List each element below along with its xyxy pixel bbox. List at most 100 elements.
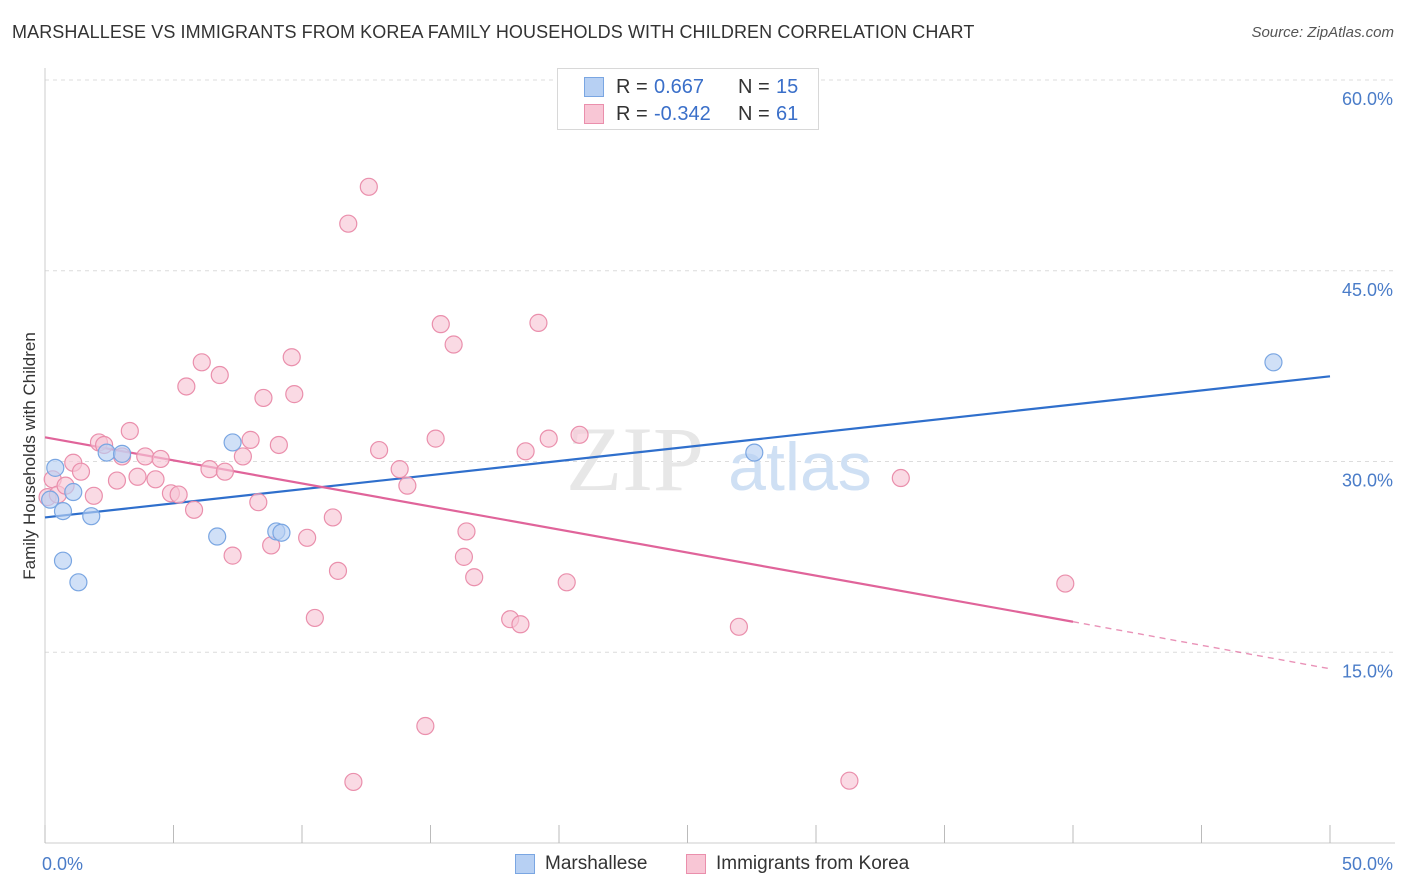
point-korea xyxy=(840,771,859,790)
legend-row-korea: R = -0.342 N = 61 xyxy=(584,101,798,127)
r-value: -0.342 xyxy=(654,102,711,125)
point-marshallese xyxy=(97,443,116,462)
point-korea xyxy=(444,335,463,354)
point-korea xyxy=(249,493,268,512)
point-korea xyxy=(465,568,484,587)
y-tick-label: 30.0% xyxy=(1342,471,1393,491)
watermark: ZIP atlas xyxy=(566,408,872,510)
point-korea xyxy=(426,429,445,448)
point-korea xyxy=(398,476,417,495)
y-tick-label: 15.0% xyxy=(1342,661,1393,681)
n-value: 15 xyxy=(776,75,799,98)
chart-title: MARSHALLESE VS IMMIGRANTS FROM KOREA FAM… xyxy=(12,22,975,42)
point-korea xyxy=(192,353,211,372)
point-korea xyxy=(516,442,535,461)
point-korea xyxy=(328,561,348,580)
point-korea xyxy=(84,486,103,505)
point-korea xyxy=(151,449,170,469)
point-korea xyxy=(891,468,910,488)
point-korea xyxy=(539,429,558,448)
y-tick-label: 45.0% xyxy=(1342,280,1393,300)
point-marshallese xyxy=(64,482,83,502)
point-korea xyxy=(570,425,589,444)
legend-item-marshallese: Marshallese xyxy=(515,852,647,876)
legend-row-marshallese: R = 0.667 N = 15 xyxy=(584,74,798,100)
point-marshallese xyxy=(745,443,764,462)
point-marshallese xyxy=(41,490,60,509)
point-korea xyxy=(305,608,324,628)
point-korea xyxy=(107,471,127,490)
n-value: 61 xyxy=(776,102,799,125)
point-marshallese xyxy=(112,444,132,463)
point-korea xyxy=(269,435,288,455)
point-marshallese xyxy=(53,501,73,521)
point-korea xyxy=(529,313,548,332)
point-korea xyxy=(254,388,273,408)
legend-swatch-pink xyxy=(584,104,604,124)
point-korea xyxy=(282,348,301,367)
point-korea xyxy=(1056,574,1075,593)
point-korea xyxy=(200,460,219,479)
n-label: N = xyxy=(738,102,770,125)
point-korea xyxy=(215,462,234,481)
legend-swatch-blue xyxy=(584,77,604,97)
r-label: R = xyxy=(616,102,648,125)
point-korea xyxy=(128,467,147,486)
point-korea xyxy=(120,421,139,441)
correlation-legend: R = 0.667 N = 15 R = -0.342 N = 61 xyxy=(557,68,819,130)
point-marshallese xyxy=(53,551,73,570)
x-tick-label: 50.0% xyxy=(1342,854,1393,874)
point-korea xyxy=(223,546,242,565)
x-tick-label: 0.0% xyxy=(42,854,83,874)
tick-labels: 15.0% 30.0% 45.0% 60.0% 0.0% 50.0% xyxy=(42,89,1393,874)
point-korea xyxy=(177,377,196,396)
source-label: Source: ZipAtlas.com xyxy=(1251,24,1394,41)
grid-lines xyxy=(45,79,1395,653)
legend-swatch-blue xyxy=(515,854,535,874)
point-korea xyxy=(370,440,389,460)
point-korea xyxy=(729,617,749,636)
point-marshallese xyxy=(1264,353,1283,372)
legend-swatch-pink xyxy=(686,854,706,874)
data-points xyxy=(38,177,1283,792)
point-korea xyxy=(457,522,476,541)
point-korea xyxy=(359,177,378,196)
legend-label: Marshallese xyxy=(545,853,648,874)
point-korea xyxy=(416,716,435,736)
watermark-atlas: atlas xyxy=(728,429,872,505)
point-marshallese xyxy=(69,573,88,592)
point-korea xyxy=(557,573,576,592)
watermark-zip: ZIP xyxy=(566,408,704,510)
legend-label: Immigrants from Korea xyxy=(716,853,910,874)
point-korea xyxy=(71,462,91,481)
point-marshallese xyxy=(82,507,101,526)
r-value: 0.667 xyxy=(654,75,705,98)
point-korea xyxy=(431,315,450,334)
point-korea xyxy=(146,470,165,489)
point-korea xyxy=(285,385,304,404)
legend-item-korea: Immigrants from Korea xyxy=(686,852,909,876)
point-korea xyxy=(233,447,252,466)
n-label: N = xyxy=(738,75,770,98)
point-korea xyxy=(298,528,317,547)
point-marshallese xyxy=(272,523,291,542)
trendline-korea-extension xyxy=(1072,621,1331,670)
y-tick-label: 60.0% xyxy=(1342,89,1393,109)
trendline-korea xyxy=(44,436,1074,623)
point-korea xyxy=(454,547,474,566)
point-korea xyxy=(323,508,342,527)
point-marshallese xyxy=(223,433,242,452)
r-label: R = xyxy=(616,75,648,98)
point-korea xyxy=(339,214,358,233)
point-korea xyxy=(241,430,260,449)
point-marshallese xyxy=(208,527,227,546)
point-korea xyxy=(210,365,229,385)
point-korea xyxy=(169,485,188,504)
point-korea xyxy=(184,500,204,519)
point-korea xyxy=(136,447,155,466)
point-korea xyxy=(390,460,409,479)
axes xyxy=(44,68,1395,844)
point-korea xyxy=(511,615,530,634)
point-korea xyxy=(344,772,363,792)
